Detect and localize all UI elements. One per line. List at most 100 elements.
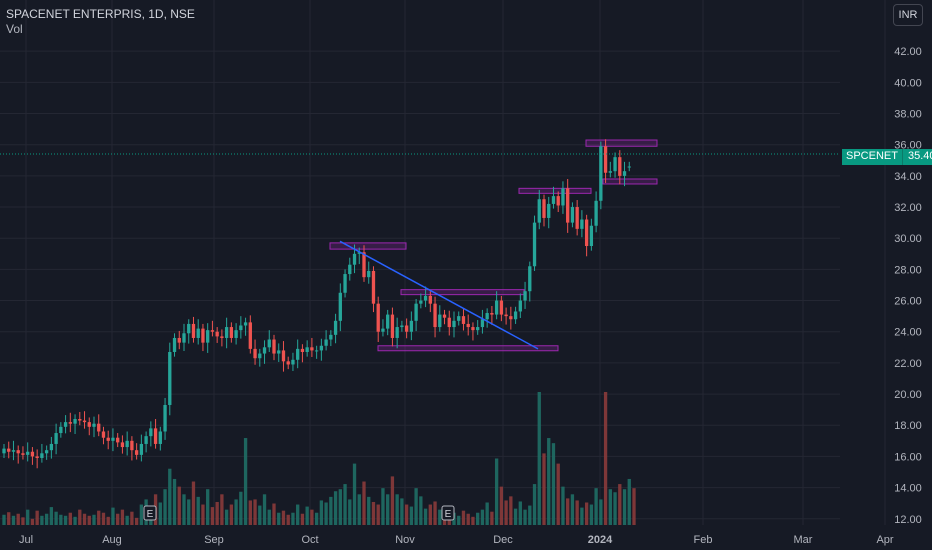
candle-body [206,330,210,343]
volume-bar [362,481,366,525]
volume-bar [258,505,262,525]
volume-bar [414,488,418,525]
currency-button[interactable]: INR [893,4,923,26]
candle-body [296,348,300,360]
last-price-tag: SPCENET 35.40 [842,149,932,165]
volume-bar [7,512,11,525]
volume-bar [438,509,442,525]
candle-body [272,339,276,354]
time-tick-label: Nov [395,534,415,546]
volume-bar [26,509,30,525]
volume-bar [130,511,134,525]
volume-bar [277,512,281,525]
volume-bar [603,392,608,525]
volume-bar [632,488,636,525]
volume-bar [433,501,437,525]
candle-body [338,292,342,321]
price-tick-label: 32.00 [894,202,922,214]
candle-body [229,327,234,338]
volume-bar [187,499,191,525]
candle-body [139,443,144,455]
volume-bar [215,501,219,525]
candle-body [120,442,125,448]
time-tick-label: Apr [876,534,893,546]
volume-bar [234,499,238,525]
candle-body [215,331,219,337]
candle-body [608,171,612,173]
volume-bar [253,499,257,525]
candle-body [409,320,414,332]
price-tick-label: 30.00 [894,233,922,245]
volume-bar [584,502,589,525]
trendline-segment [339,240,539,350]
candle-body [343,274,347,293]
volume-bar [390,476,395,525]
volume-bar [111,507,115,525]
time-tick-label: 2024 [588,534,613,546]
candle-body [547,203,551,218]
price-tick-label: 40.00 [894,77,922,89]
volume-bar [485,502,489,525]
volume-bar [395,494,399,525]
volume-bar [210,507,215,525]
candle-body [404,325,409,332]
candle-body [419,300,423,304]
volume-bar [2,514,6,525]
volume-bar [561,486,565,525]
candle-body [168,351,172,405]
volume-bar [494,458,499,525]
candle-body [314,350,319,352]
volume-bar [49,507,54,525]
volume-bar [618,484,622,525]
candle-body [26,451,30,455]
candle-body [116,437,120,443]
volume-bar [542,453,546,525]
candle-body [92,423,96,427]
candle-body [248,322,252,349]
earnings-marker-label: E [147,509,154,520]
price-candles [2,139,631,469]
volume-bar [44,513,49,525]
volume-bar [466,513,470,525]
candle-body [551,196,556,204]
candle-body [627,166,631,168]
candle-body [400,325,404,328]
candle-body [513,311,518,320]
time-tick-label: Aug [102,534,122,546]
volume-bars [2,392,636,525]
candle-body [253,348,257,359]
candle-body [262,347,267,354]
candle-body [575,207,579,229]
candle-body [466,323,470,328]
candle-body [177,337,181,343]
candle-body [329,334,333,340]
volume-bar [16,513,20,525]
price-tick-label: 20.00 [894,389,922,401]
volume-label: Vol [6,22,23,36]
candle-body [476,327,480,331]
price-zone [602,178,658,185]
candle-body [300,348,305,352]
volume-bar [490,511,494,525]
candle-body [528,266,532,292]
volume-bar [404,504,409,525]
volume-bar [177,486,181,525]
time-tick-label: Jul [19,534,33,546]
volume-bar [248,500,252,525]
price-zone [585,139,658,147]
candle-body [277,350,281,354]
volume-bar [272,503,276,525]
candle-body [428,295,432,304]
volume-bar [101,512,106,525]
volume-bar [206,489,210,525]
grid-lines [0,0,886,525]
volume-bar [35,510,39,525]
price-axis: 12.00 14.00 16.00 18.00 20.00 22.00 24.00 26.00… [894,46,922,526]
candle-body [324,339,328,346]
candle-body [371,270,376,304]
volume-bar [168,468,172,525]
candle-body [11,450,16,452]
volume-bar [523,509,527,525]
volume-bar [419,496,423,525]
